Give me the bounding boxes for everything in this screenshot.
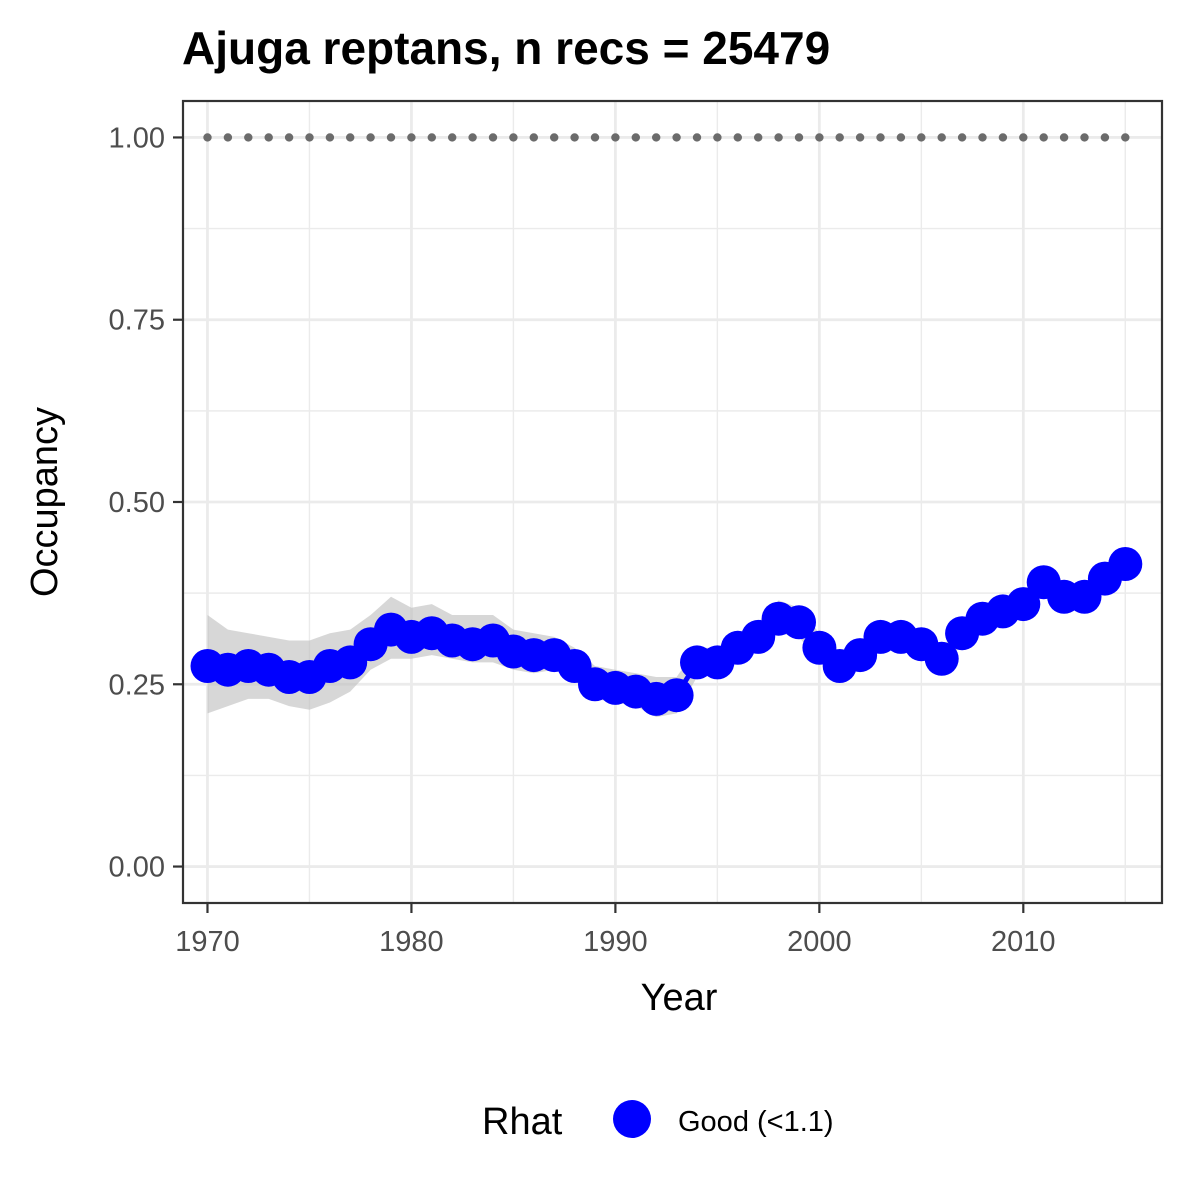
reference-dot bbox=[978, 133, 987, 142]
y-tick-label: 0.50 bbox=[109, 487, 165, 519]
reference-line-dots bbox=[203, 133, 1130, 142]
reference-dot bbox=[1080, 133, 1089, 142]
data-point bbox=[924, 641, 959, 676]
reference-dot bbox=[570, 133, 579, 142]
reference-dot bbox=[754, 133, 763, 142]
gridlines bbox=[183, 101, 1162, 903]
reference-dot bbox=[631, 133, 640, 142]
reference-dot bbox=[223, 133, 233, 142]
reference-dot bbox=[998, 133, 1008, 142]
reference-dot bbox=[917, 133, 926, 142]
reference-dot bbox=[284, 133, 294, 142]
reference-dot bbox=[488, 133, 498, 142]
reference-dot bbox=[855, 133, 865, 142]
data-point bbox=[659, 678, 694, 713]
reference-dot bbox=[1019, 133, 1028, 142]
reference-dot bbox=[611, 133, 620, 142]
reference-dot bbox=[203, 133, 212, 142]
x-tick-label: 1990 bbox=[583, 926, 648, 958]
chart-title: Ajuga reptans, n recs = 25479 bbox=[182, 22, 830, 74]
y-axis-title: Occupancy bbox=[24, 407, 66, 597]
reference-dot bbox=[672, 133, 681, 142]
legend-label-good: Good (<1.1) bbox=[678, 1106, 834, 1138]
data-point bbox=[1108, 547, 1143, 581]
data-point bbox=[1006, 587, 1041, 622]
reference-dot bbox=[652, 133, 661, 142]
y-tick-label: 0.25 bbox=[109, 669, 165, 701]
reference-dot bbox=[529, 133, 538, 142]
x-axis: 1970 1980 1990 2000 2010 bbox=[175, 903, 1056, 958]
reference-dot bbox=[896, 133, 906, 142]
legend-key-good bbox=[613, 1100, 651, 1138]
y-tick-label: 1.00 bbox=[109, 122, 165, 154]
reference-dot bbox=[1121, 133, 1130, 142]
x-tick-label: 1980 bbox=[379, 926, 444, 958]
reference-dot bbox=[937, 133, 946, 142]
reference-dot bbox=[468, 133, 477, 142]
occupancy-points bbox=[190, 547, 1143, 716]
reference-dot bbox=[448, 133, 457, 142]
reference-dot bbox=[305, 133, 314, 142]
reference-dot bbox=[692, 133, 702, 142]
legend: Rhat Good (<1.1) bbox=[482, 1100, 834, 1143]
data-point bbox=[782, 605, 816, 640]
x-tick-label: 2010 bbox=[991, 926, 1056, 958]
reference-dot bbox=[427, 133, 436, 142]
reference-dot bbox=[1100, 133, 1110, 142]
reference-dot bbox=[1059, 133, 1069, 142]
reference-dot bbox=[509, 133, 518, 142]
reference-dot bbox=[346, 133, 355, 142]
reference-dot bbox=[713, 133, 722, 142]
legend-title: Rhat bbox=[482, 1101, 563, 1143]
x-tick-label: 2000 bbox=[787, 926, 852, 958]
reference-dot bbox=[957, 133, 967, 142]
reference-dot bbox=[244, 133, 253, 142]
x-axis-title: Year bbox=[641, 977, 718, 1019]
reference-dot bbox=[835, 133, 844, 142]
reference-dot bbox=[1039, 133, 1048, 142]
reference-dot bbox=[550, 133, 559, 142]
y-axis: 0.00 0.25 0.50 0.75 1.00 bbox=[109, 122, 183, 884]
reference-dot bbox=[774, 133, 783, 142]
reference-dot bbox=[815, 133, 824, 142]
y-tick-label: 0.00 bbox=[109, 852, 165, 884]
reference-dot bbox=[794, 133, 804, 142]
reference-dot bbox=[386, 133, 396, 142]
reference-dot bbox=[325, 133, 335, 142]
y-tick-label: 0.75 bbox=[109, 305, 165, 337]
x-tick-label: 1970 bbox=[175, 926, 240, 958]
reference-dot bbox=[366, 133, 375, 142]
reference-dot bbox=[733, 133, 742, 142]
reference-dot bbox=[590, 133, 600, 142]
reference-dot bbox=[264, 133, 273, 142]
reference-dot bbox=[407, 133, 416, 142]
reference-dot bbox=[876, 133, 885, 142]
